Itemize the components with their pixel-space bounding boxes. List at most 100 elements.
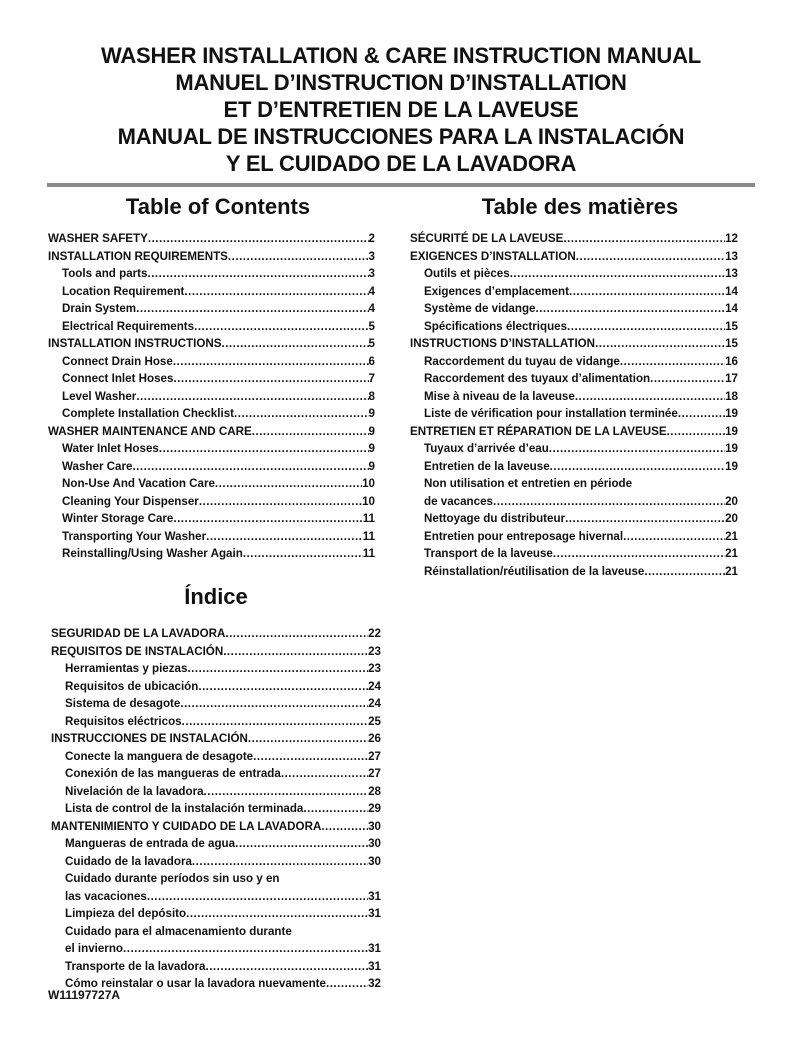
toc-entry[interactable]: Non utilisation et entretien en période [410,475,738,493]
toc-entry[interactable]: Level Washer 8 [48,388,375,406]
toc-entry[interactable]: Liste de vérification pour installation … [410,405,738,423]
toc-entry-page: 21 [725,529,738,543]
toc-entry[interactable]: Location Requirement 4 [48,283,375,301]
toc-entry[interactable]: Water Inlet Hoses 9 [48,440,375,458]
toc-entry[interactable]: INSTALLATION REQUIREMENTS 3 [48,248,375,266]
toc-entry[interactable]: Spécifications électriques 15 [410,318,738,336]
toc-entry-title: Raccordement des tuyaux d’alimentation [424,372,651,385]
toc-entry[interactable]: Connect Drain Hose 6 [48,353,375,371]
toc-entry[interactable]: Non-Use And Vacation Care 10 [48,475,375,493]
toc-entry[interactable]: Entretien pour entreposage hivernal 21 [410,528,738,546]
toc-entry[interactable]: Conexión de las mangueras de entrada 27 [51,765,381,783]
toc-entry[interactable]: Raccordement du tuyau de vidange 16 [410,353,738,371]
dot-leader [123,940,368,958]
toc-entry[interactable]: Tuyaux d’arrivée d’eau 19 [410,440,738,458]
dot-leader [644,563,725,581]
toc-entry[interactable]: Reinstalling/Using Washer Again 11 [48,545,375,563]
toc-entry-title: Connect Inlet Hoses [62,372,174,385]
toc-entry-page: 6 [368,354,375,368]
toc-entry[interactable]: de vacances 20 [410,493,738,511]
toc-entry-title: Outils et pièces [424,267,510,280]
toc-entry[interactable]: Cleaning Your Dispenser 10 [48,493,375,511]
toc-entry[interactable]: las vacaciones 31 [51,888,381,906]
toc-entry[interactable]: Electrical Requirements 5 [48,318,375,336]
dot-leader [563,230,725,248]
toc-entry[interactable]: Drain System 4 [48,300,375,318]
dot-leader [187,660,368,678]
dot-leader [199,493,362,511]
toc-entry[interactable]: SEGURIDAD DE LA LAVADORA 22 [51,625,381,643]
toc-entry[interactable]: EXIGENCES D’INSTALLATION 13 [410,248,738,266]
toc-entry[interactable]: Système de vidange 14 [410,300,738,318]
toc-entry[interactable]: Cómo reinstalar o usar la lavadora nueva… [51,975,381,993]
toc-entry[interactable]: Transport de la laveuse 21 [410,545,738,563]
toc-entry-page: 30 [368,837,381,850]
toc-entry[interactable]: el invierno 31 [51,940,381,958]
toc-entry[interactable]: Cuidado durante períodos sin uso y en [51,870,381,888]
toc-entry[interactable]: Mangueras de entrada de agua 30 [51,835,381,853]
toc-entry-title: Winter Storage Care [62,512,174,525]
toc-entry[interactable]: WASHER MAINTENANCE AND CARE 9 [48,423,375,441]
toc-entry-page: 30 [368,819,381,833]
toc-entry[interactable]: Winter Storage Care 11 [48,510,375,528]
toc-entry-title: el invierno [65,942,123,955]
manual-title: WASHER INSTALLATION & CARE INSTRUCTION M… [0,42,802,177]
toc-entry-title: Spécifications électriques [424,319,568,333]
toc-entry[interactable]: SÉCURITÉ DE LA LAVEUSE 12 [410,230,738,248]
toc-entry[interactable]: Raccordement des tuyaux d’alimentation 17 [410,370,738,388]
dot-leader [205,958,368,976]
toc-entry[interactable]: Requisitos eléctricos 25 [51,713,381,731]
toc-entry-page: 28 [368,784,381,798]
toc-entry[interactable]: Réinstallation/réutilisation de la laveu… [410,563,738,581]
toc-entry[interactable]: Transporting Your Washer 11 [48,528,375,546]
dot-leader [192,853,368,871]
toc-entry[interactable]: Exigences d’emplacement 14 [410,283,738,301]
toc-entry[interactable]: Outils et pièces 13 [410,265,738,283]
toc-entry[interactable]: Sistema de desagote 24 [51,695,381,713]
toc-entry[interactable]: Mise à niveau de la laveuse 18 [410,388,738,406]
toc-entry-title: Cuidado para el almacenamiento durante [65,924,292,938]
toc-entry-page: 9 [368,407,375,420]
toc-entry-page: 17 [725,372,738,385]
toc-entry[interactable]: Requisitos de ubicación 24 [51,678,381,696]
toc-entry[interactable]: Nivelación de la lavadora 28 [51,783,381,801]
dot-leader [623,528,725,546]
toc-entry[interactable]: Connect Inlet Hoses 7 [48,370,375,388]
toc-entry[interactable]: REQUISITOS DE INSTALACIÓN 23 [51,643,381,661]
toc-entry[interactable]: Conecte la manguera de desagote 27 [51,748,381,766]
toc-entry-page: 11 [362,529,375,543]
toc-entry-page: 20 [725,494,738,508]
toc-entry[interactable]: INSTRUCCIONES DE INSTALACIÓN 26 [51,730,381,748]
title-line: ET D’ENTRETIEN DE LA LAVEUSE [223,97,579,122]
toc-entry-page: 21 [725,564,738,578]
toc-entry[interactable]: Tools and parts 3 [48,265,375,283]
toc-entry[interactable]: Entretien de la laveuse 19 [410,458,738,476]
toc-entry[interactable]: Cuidado para el almacenamiento durante [51,923,381,941]
toc-entry[interactable]: ENTRETIEN ET RÉPARATION DE LA LAVEUSE 19 [410,423,738,441]
toc-entry[interactable]: Nettoyage du distributeur 20 [410,510,738,528]
toc-entry-title: Système de vidange [424,302,536,315]
toc-entry[interactable]: Lista de control de la instalación termi… [51,800,381,818]
toc-entry-title: Drain System [62,302,137,315]
toc-spanish: SEGURIDAD DE LA LAVADORA 22 REQUISITOS DE … [51,625,381,993]
toc-entry[interactable]: MANTENIMIENTO Y CUIDADO DE LA LAVADORA 30 [51,818,381,836]
toc-entry[interactable]: Transporte de la lavadora 31 [51,958,381,976]
toc-entry[interactable]: Complete Installation Checklist 9 [48,405,375,423]
toc-entry-title: REQUISITOS DE INSTALACIÓN [51,644,224,658]
toc-entry-title: WASHER SAFETY [48,232,148,245]
toc-entry-title: Exigences d’emplacement [424,284,569,298]
toc-entry-title: Nivelación de la lavadora [65,784,204,798]
toc-french: SÉCURITÉ DE LA LAVEUSE 12 EXIGENCES D’INST… [410,230,738,580]
toc-entry[interactable]: INSTRUCTIONS D’INSTALLATION 15 [410,335,738,353]
toc-entry-title: de vacances [424,494,493,508]
toc-entry[interactable]: Washer Care 9 [48,458,375,476]
toc-entry[interactable]: Cuidado de la lavadora 30 [51,853,381,871]
toc-entry[interactable]: WASHER SAFETY 2 [48,230,375,248]
toc-entry[interactable]: INSTALLATION INSTRUCTIONS 5 [48,335,375,353]
toc-entry-page: 13 [725,267,738,280]
toc-entry[interactable]: Herramientas y piezas 23 [51,660,381,678]
title-line: Y EL CUIDADO DE LA LAVADORA [225,151,577,176]
toc-entry-page: 19 [725,424,738,438]
dot-leader [147,888,368,906]
toc-entry[interactable]: Limpieza del depósito 31 [51,905,381,923]
